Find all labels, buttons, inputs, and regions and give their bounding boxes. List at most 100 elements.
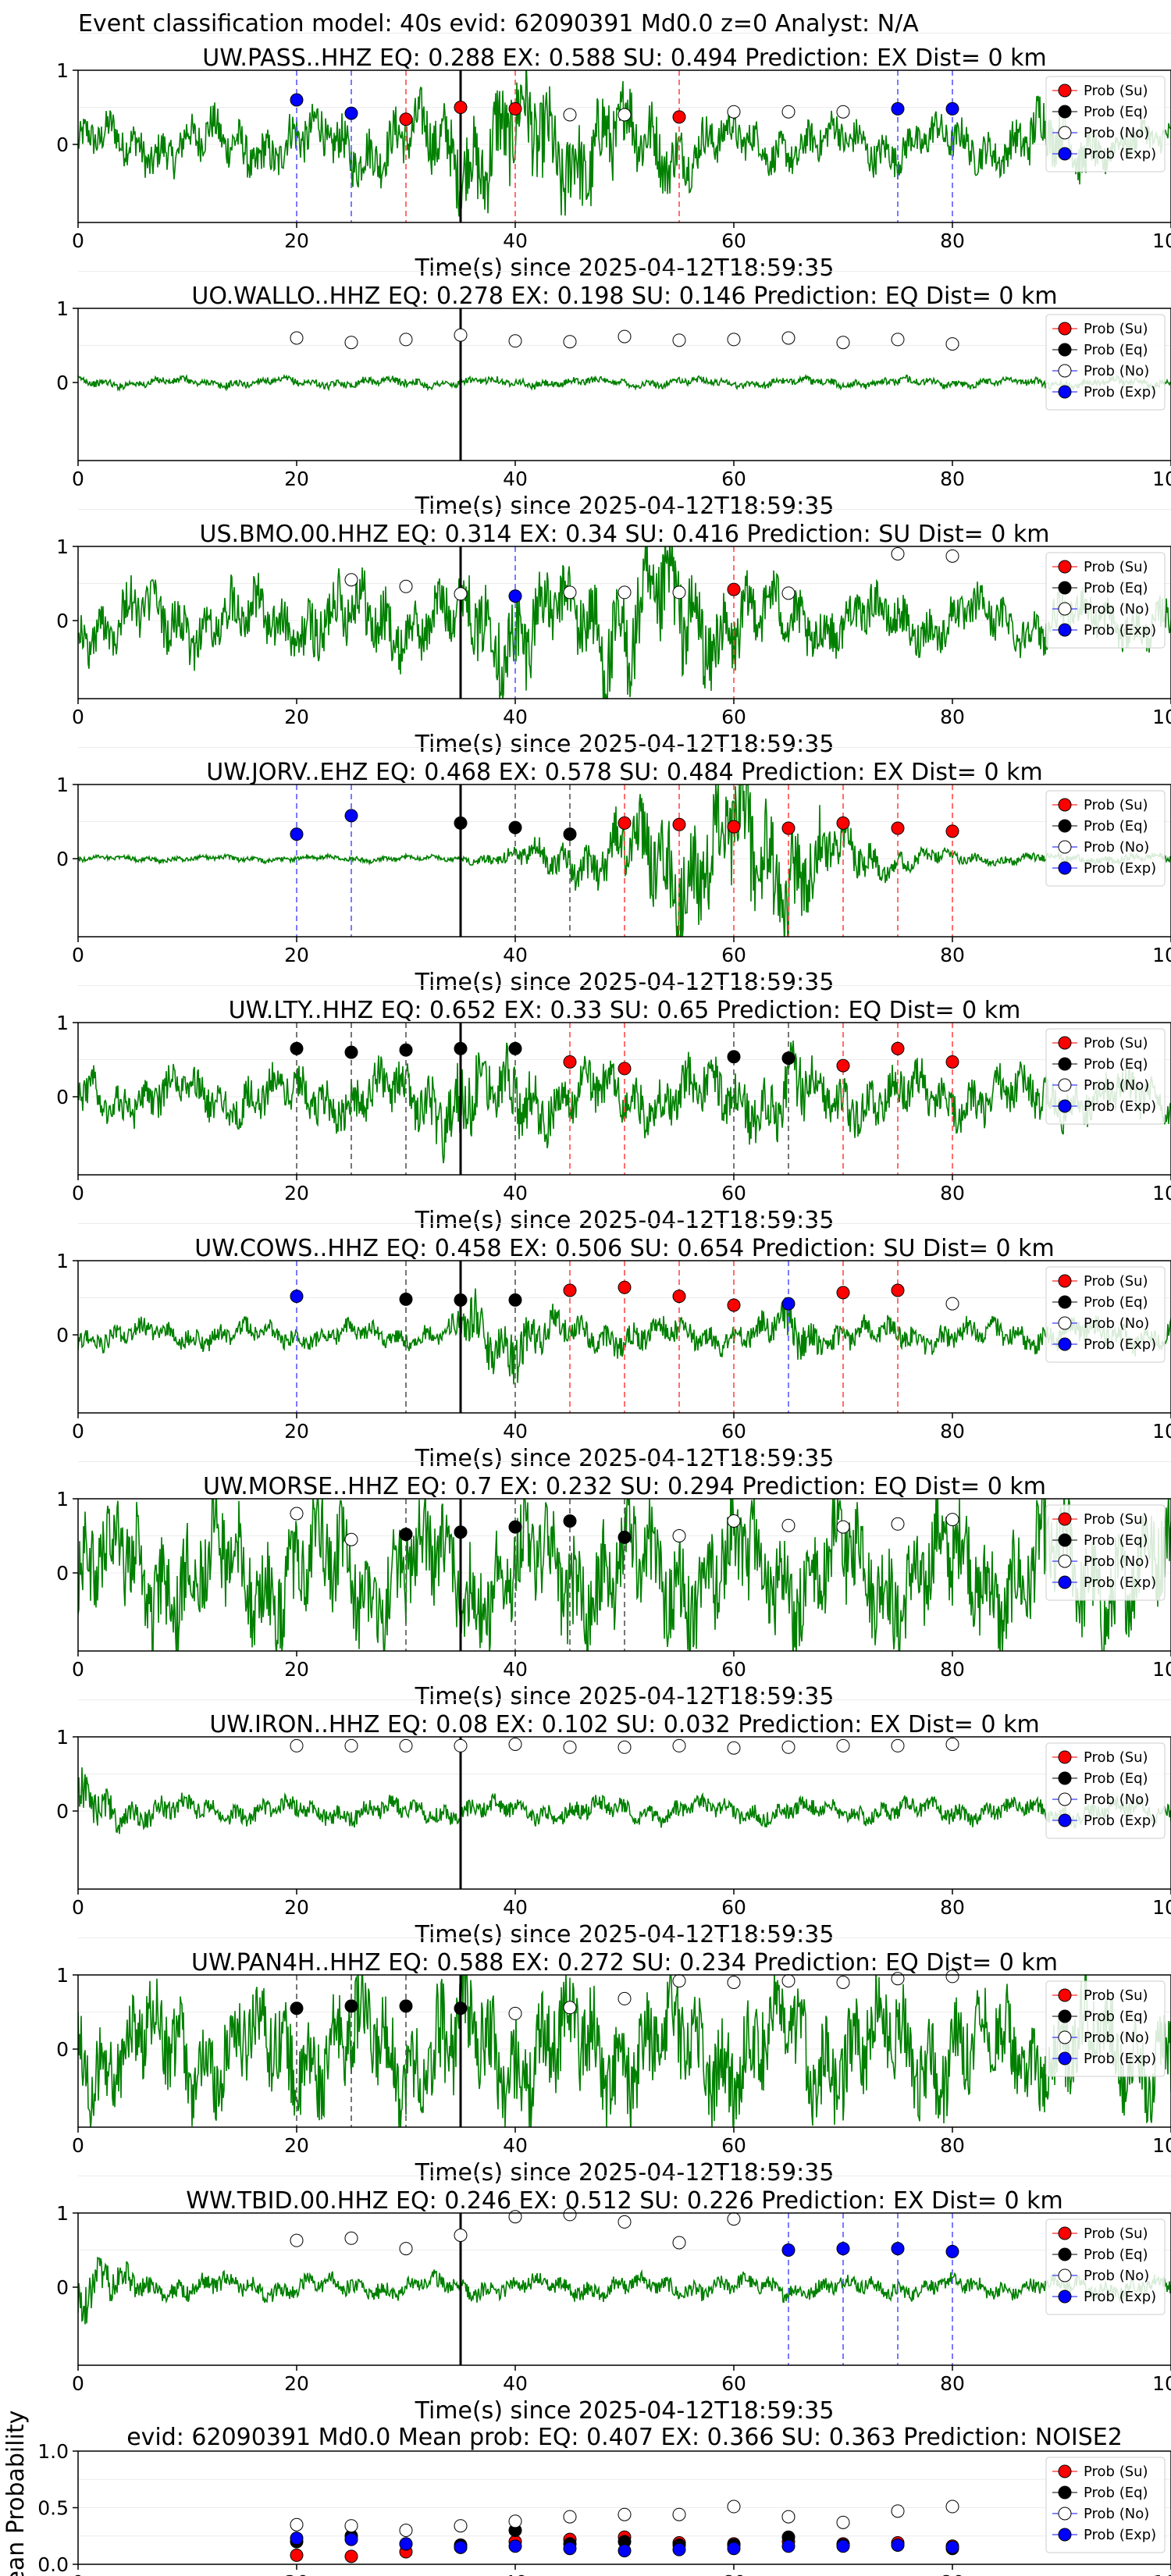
panel-10: WW.TBID.00.HHZ EQ: 0.246 EX: 0.512 SU: 0… <box>56 2176 1171 2425</box>
axes-frame <box>77 1498 1171 1652</box>
panel-2: UO.WALLO..HHZ EQ: 0.278 EX: 0.198 SU: 0.… <box>56 271 1171 520</box>
y-tick-label: 0 <box>56 610 69 632</box>
legend-marker-exp <box>1058 147 1072 161</box>
point-su <box>672 110 686 124</box>
point-exp <box>781 1297 795 1311</box>
legend-label-no: Prob (No) <box>1084 363 1149 379</box>
legend: Prob (Su) Prob (Eq) Prob (No) Prob (Exp) <box>1045 2457 1166 2553</box>
x-tick-label: 80 <box>940 2372 965 2395</box>
point-no <box>290 2233 304 2247</box>
legend-label-eq: Prob (Eq) <box>1084 1294 1148 1311</box>
point-no <box>399 2242 413 2256</box>
legend-label-su: Prob (Su) <box>1084 1511 1148 1528</box>
legend-marker-exp <box>1058 2528 1072 2542</box>
point-eq <box>344 1045 358 1059</box>
x-tick-label: 20 <box>284 1658 309 1681</box>
legend-marker-eq <box>1058 2485 1072 2500</box>
point-eq <box>344 1999 358 2013</box>
x-tick-label: 100 <box>1152 706 1171 728</box>
mean-point-exp <box>290 2532 304 2546</box>
legend-label-eq: Prob (Eq) <box>1084 818 1148 834</box>
point-exp <box>290 1290 304 1304</box>
legend-marker-exp <box>1058 623 1072 637</box>
x-tick-label: 0 <box>72 2571 84 2576</box>
legend-box <box>1045 314 1166 411</box>
point-no <box>727 1741 741 1755</box>
point-exp <box>290 93 304 107</box>
legend-label-no: Prob (No) <box>1084 2268 1149 2284</box>
mean-point-no <box>399 2524 413 2537</box>
panel-5: UW.LTY..HHZ EQ: 0.652 EX: 0.33 SU: 0.65 … <box>56 985 1171 1234</box>
x-tick-label: 40 <box>503 1182 528 1204</box>
panel-title: UW.MORSE..HHZ EQ: 0.7 EX: 0.232 SU: 0.29… <box>203 1473 1046 1500</box>
point-no <box>781 586 795 600</box>
x-tick-label: 80 <box>940 2134 965 2157</box>
legend-marker-no <box>1058 2030 1072 2044</box>
legend-marker-eq <box>1058 581 1072 595</box>
mean-point-exp <box>672 2542 686 2556</box>
mean-point-exp <box>891 2538 905 2552</box>
y-tick-label: 1 <box>56 297 69 320</box>
mean-point-no <box>618 2507 632 2521</box>
legend: Prob (Su) Prob (Eq) Prob (No) Prob (Exp) <box>1045 1980 1166 2077</box>
legend-label-su: Prob (Su) <box>1084 1987 1148 2004</box>
x-tick-label: 40 <box>503 1896 528 1919</box>
legend: Prob (Su) Prob (Eq) Prob (No) Prob (Exp) <box>1045 1504 1166 1601</box>
point-no <box>836 105 850 119</box>
point-su <box>563 1055 577 1069</box>
point-su <box>508 101 522 116</box>
point-eq <box>290 2001 304 2016</box>
panel-4: UW.JORV..EHZ EQ: 0.468 EX: 0.578 SU: 0.4… <box>56 747 1171 996</box>
point-no <box>945 1969 959 1984</box>
panel-title: UO.WALLO..HHZ EQ: 0.278 EX: 0.198 SU: 0.… <box>191 283 1057 310</box>
point-no <box>344 336 358 350</box>
point-su <box>836 1286 850 1300</box>
point-su <box>727 820 741 834</box>
point-su <box>836 816 850 830</box>
waveform-trace <box>78 546 1171 699</box>
point-no <box>563 108 577 122</box>
point-no <box>563 1740 577 1754</box>
x-tick-label: 40 <box>503 229 528 252</box>
x-tick-label: 40 <box>503 2134 528 2157</box>
mean-point-exp <box>563 2542 577 2556</box>
point-no <box>344 1532 358 1546</box>
waveform-group <box>78 1975 1171 2127</box>
legend-box <box>1045 1028 1166 1125</box>
mean-point-no <box>563 2510 577 2524</box>
mean-point-exp <box>399 2537 413 2551</box>
axes-frame <box>77 308 1171 461</box>
waveform-group <box>78 373 1171 393</box>
waveform-trace <box>78 1767 1171 1834</box>
legend: Prob (Su) Prob (Eq) Prob (No) Prob (Exp) <box>1045 1266 1166 1363</box>
waveform-trace <box>78 1288 1171 1385</box>
legend-label-su: Prob (Su) <box>1084 559 1148 575</box>
y-tick-label: 1.0 <box>37 2440 69 2463</box>
point-no <box>508 334 522 348</box>
point-no <box>618 2215 632 2229</box>
point-no <box>836 336 850 350</box>
point-no <box>727 1514 741 1528</box>
point-eq <box>399 1292 413 1306</box>
point-eq <box>399 1999 413 2013</box>
x-tick-label: 60 <box>721 1896 746 1919</box>
legend-marker-no <box>1058 1792 1072 1806</box>
plot-area <box>78 70 1171 222</box>
y-tick-label: 0 <box>56 133 69 156</box>
point-no <box>563 2001 577 2015</box>
point-su <box>891 821 905 835</box>
point-no <box>836 1976 850 1989</box>
legend-marker-no <box>1058 602 1072 616</box>
legend-marker-su <box>1058 84 1072 98</box>
x-tick-label: 100 <box>1152 944 1171 966</box>
y-tick-label: 0 <box>56 848 69 870</box>
legend-label-no: Prob (No) <box>1084 1553 1149 1570</box>
legend-label-su: Prob (Su) <box>1084 1273 1148 1290</box>
x-tick-label: 40 <box>503 2571 528 2576</box>
waveform-trace <box>78 373 1171 393</box>
point-eq <box>454 816 468 830</box>
point-no <box>508 2210 522 2224</box>
point-su <box>672 1290 686 1304</box>
legend-marker-su <box>1058 798 1072 812</box>
y-tick-label: 0.0 <box>37 2553 69 2576</box>
